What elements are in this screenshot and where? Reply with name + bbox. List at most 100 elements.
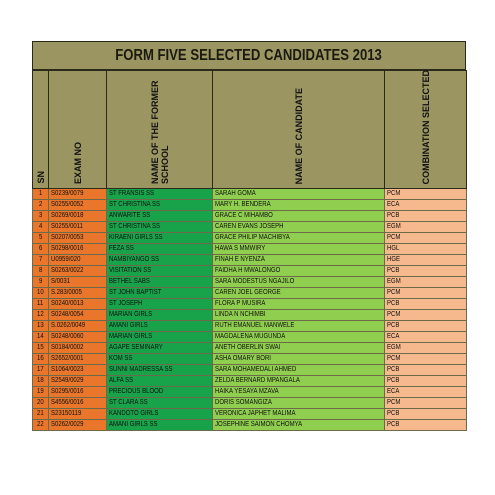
cell-former-school[interactable]: ST JOSEPH (106, 298, 213, 310)
cell-combination[interactable]: HGL (384, 243, 467, 255)
cell-combination[interactable]: PCB (384, 320, 467, 332)
cell-exam-no[interactable]: U0959/020 (48, 254, 107, 266)
cell-exam-no[interactable]: S0295/0016 (48, 386, 107, 398)
cell-exam-no[interactable]: S0184/0002 (48, 342, 107, 354)
cell-candidate-name[interactable]: FINAH E NYENZA (212, 254, 385, 266)
cell-exam-no[interactable]: S0263/0022 (48, 265, 107, 277)
cell-candidate-name[interactable]: MAGDALENA MUGUNDA (212, 331, 385, 343)
cell-candidate-name[interactable]: ASHA OMARY BORI (212, 353, 385, 365)
cell-combination[interactable]: PCM (384, 188, 467, 200)
cell-exam-no[interactable]: S0262/0029 (48, 419, 107, 431)
cell-sn[interactable]: 1 (32, 188, 49, 200)
cell-former-school[interactable]: ST CLARA SS (106, 397, 213, 409)
cell-combination[interactable]: HGE (384, 254, 467, 266)
cell-sn[interactable]: 6 (32, 243, 49, 255)
cell-combination[interactable]: PCM (384, 287, 467, 299)
cell-exam-no[interactable]: S23150119 (48, 408, 107, 420)
cell-combination[interactable]: PCM (384, 232, 467, 244)
cell-combination[interactable]: PCB (384, 265, 467, 277)
cell-combination[interactable]: PCB (384, 364, 467, 376)
cell-former-school[interactable]: NAMBIYANGO SS (106, 254, 213, 266)
cell-exam-no[interactable]: S0298/0016 (48, 243, 107, 255)
cell-combination[interactable]: ECA (384, 386, 467, 398)
cell-sn[interactable]: 20 (32, 397, 49, 409)
cell-exam-no[interactable]: S0248/0060 (48, 331, 107, 343)
cell-combination[interactable]: PCB (384, 375, 467, 387)
cell-sn[interactable]: 13 (32, 320, 49, 332)
cell-candidate-name[interactable]: ZELDA BERNARD MPANGALA (212, 375, 385, 387)
cell-exam-no[interactable]: S.283/0005 (48, 287, 107, 299)
cell-sn[interactable]: 4 (32, 221, 49, 233)
cell-candidate-name[interactable]: CAREN EVANS JOSEPH (212, 221, 385, 233)
cell-exam-no[interactable]: S/0031 (48, 276, 107, 288)
cell-former-school[interactable]: BETHEL SABS (106, 276, 213, 288)
cell-sn[interactable]: 15 (32, 342, 49, 354)
cell-exam-no[interactable]: S.0262/0049 (48, 320, 107, 332)
cell-exam-no[interactable]: S0255/0011 (48, 221, 107, 233)
cell-combination[interactable]: PCB (384, 298, 467, 310)
cell-former-school[interactable]: ST FRANSIS SS (106, 188, 213, 200)
cell-combination[interactable]: PCB (384, 408, 467, 420)
cell-sn[interactable]: 11 (32, 298, 49, 310)
cell-combination[interactable]: PCM (384, 397, 467, 409)
cell-candidate-name[interactable]: LINDA N NCHIMBI (212, 309, 385, 321)
cell-former-school[interactable]: ST JOHN BAPTIST (106, 287, 213, 299)
cell-combination[interactable]: EGM (384, 342, 467, 354)
cell-exam-no[interactable]: S0248/0054 (48, 309, 107, 321)
cell-combination[interactable]: ECA (384, 331, 467, 343)
cell-former-school[interactable]: ST CHRISTINA SS (106, 199, 213, 211)
cell-exam-no[interactable]: S0207/0053 (48, 232, 107, 244)
cell-former-school[interactable]: VISITATION SS (106, 265, 213, 277)
cell-candidate-name[interactable]: CAREN JOEL GEORGE (212, 287, 385, 299)
cell-combination[interactable]: PCB (384, 210, 467, 222)
cell-combination[interactable]: PCB (384, 419, 467, 431)
cell-combination[interactable]: EGM (384, 276, 467, 288)
cell-former-school[interactable]: MARIAN GIRLS (106, 309, 213, 321)
cell-former-school[interactable]: ALFA SS (106, 375, 213, 387)
cell-candidate-name[interactable]: JOSEPHINE SAIMON CHOMYA (212, 419, 385, 431)
cell-sn[interactable]: 3 (32, 210, 49, 222)
cell-sn[interactable]: 14 (32, 331, 49, 343)
cell-candidate-name[interactable]: FLORA P MUSIRA (212, 298, 385, 310)
cell-exam-no[interactable]: S0239/0079 (48, 188, 107, 200)
cell-exam-no[interactable]: S2652/0001 (48, 353, 107, 365)
cell-former-school[interactable]: PRECIOUS BLOOD (106, 386, 213, 398)
cell-combination[interactable]: EGM (384, 221, 467, 233)
cell-sn[interactable]: 22 (32, 419, 49, 431)
cell-exam-no[interactable]: S4556/0016 (48, 397, 107, 409)
cell-sn[interactable]: 7 (32, 254, 49, 266)
cell-exam-no[interactable]: S0255/0052 (48, 199, 107, 211)
cell-combination[interactable]: PCM (384, 309, 467, 321)
cell-combination[interactable]: ECA (384, 199, 467, 211)
cell-former-school[interactable]: AMANI GIRLS SS (106, 419, 213, 431)
cell-former-school[interactable]: FEZA SS (106, 243, 213, 255)
cell-sn[interactable]: 18 (32, 375, 49, 387)
cell-candidate-name[interactable]: RUTH EMANUEL MANWELE (212, 320, 385, 332)
cell-sn[interactable]: 9 (32, 276, 49, 288)
cell-candidate-name[interactable]: DORIS SOMANGIZA (212, 397, 385, 409)
cell-sn[interactable]: 16 (32, 353, 49, 365)
cell-sn[interactable]: 10 (32, 287, 49, 299)
cell-former-school[interactable]: ST CHRISTINA SS (106, 221, 213, 233)
cell-exam-no[interactable]: S0240/0013 (48, 298, 107, 310)
cell-sn[interactable]: 2 (32, 199, 49, 211)
cell-candidate-name[interactable]: SARA MODESTUS NGAJILO (212, 276, 385, 288)
cell-candidate-name[interactable]: HAWA S MMWIRY (212, 243, 385, 255)
cell-candidate-name[interactable]: HAIKA YESAYA MZAVA (212, 386, 385, 398)
cell-combination[interactable]: PCM (384, 353, 467, 365)
cell-sn[interactable]: 17 (32, 364, 49, 376)
cell-sn[interactable]: 12 (32, 309, 49, 321)
cell-exam-no[interactable]: S1064/0023 (48, 364, 107, 376)
cell-former-school[interactable]: KIRAENI GIRLS SS (106, 232, 213, 244)
cell-candidate-name[interactable]: GRACE C MIHAMBO (212, 210, 385, 222)
cell-former-school[interactable]: MARIAN GIRLS (106, 331, 213, 343)
cell-sn[interactable]: 21 (32, 408, 49, 420)
cell-former-school[interactable]: KANDOTO GIRLS (106, 408, 213, 420)
cell-candidate-name[interactable]: VERONICA JAPHET MALIMA (212, 408, 385, 420)
cell-exam-no[interactable]: S2549/0029 (48, 375, 107, 387)
cell-former-school[interactable]: AGAPE SEMINARY (106, 342, 213, 354)
cell-former-school[interactable]: KOM SS (106, 353, 213, 365)
cell-candidate-name[interactable]: SARA MOHAMEDALI AHMED (212, 364, 385, 376)
cell-candidate-name[interactable]: FAIDHA H MWALONGO (212, 265, 385, 277)
cell-former-school[interactable]: AMANI GIRLS (106, 320, 213, 332)
